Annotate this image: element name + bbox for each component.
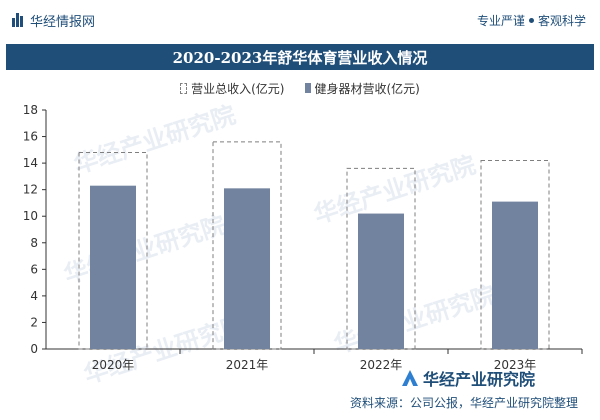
legend-item-fitness-revenue: 健身器材营收(亿元) bbox=[304, 80, 420, 97]
y-tick-label: 12 bbox=[23, 183, 38, 197]
bar-fitness-revenue bbox=[224, 188, 270, 349]
bar-fitness-revenue bbox=[358, 213, 404, 349]
bar-chart-logo-icon bbox=[12, 13, 24, 27]
legend-swatch-solid bbox=[304, 83, 311, 93]
chart-title: 2020-2023年舒华体育营业收入情况 bbox=[6, 44, 594, 70]
y-tick-label: 18 bbox=[23, 103, 38, 117]
y-tick-label: 0 bbox=[30, 342, 38, 356]
x-tick-label: 2021年 bbox=[226, 358, 269, 372]
header-bar: 华经情报网 专业严谨 客观科学 bbox=[0, 0, 600, 40]
y-tick-label: 4 bbox=[30, 289, 38, 303]
x-tick-label: 2020年 bbox=[92, 358, 135, 372]
footer-logo-text: 华经产业研究院 bbox=[423, 370, 536, 389]
footer-logo: 华经产业研究院 bbox=[402, 366, 535, 390]
bar-total-revenue bbox=[78, 151, 148, 350]
tagline-text-1: 专业严谨 bbox=[476, 13, 525, 28]
y-tick-label: 10 bbox=[23, 209, 38, 223]
legend-label-fitness-revenue: 健身器材营收(亿元) bbox=[314, 81, 420, 96]
bullet-dot-icon bbox=[528, 17, 534, 23]
legend-label-total-revenue: 营业总收入(亿元) bbox=[191, 81, 285, 96]
legend-item-total-revenue: 营业总收入(亿元) bbox=[180, 80, 285, 97]
legend-swatch-dashed bbox=[180, 82, 188, 94]
x-tick-label: 2023年 bbox=[494, 358, 537, 372]
y-tick-label: 8 bbox=[30, 236, 38, 250]
brand-name: 华经情报网 bbox=[30, 14, 96, 30]
brand: 华经情报网 bbox=[12, 11, 95, 30]
chart-legend: 营业总收入(亿元) 健身器材营收(亿元) bbox=[0, 78, 600, 98]
brand-mark-icon bbox=[402, 370, 418, 386]
bar-fitness-revenue bbox=[90, 185, 136, 349]
y-tick-label: 2 bbox=[30, 315, 38, 329]
bar-fitness-revenue bbox=[492, 201, 538, 349]
tagline: 专业严谨 客观科学 bbox=[477, 12, 586, 29]
x-tick-label: 2022年 bbox=[360, 358, 403, 372]
source-note: 资料来源：公司公报，华经产业研究院整理 bbox=[349, 396, 578, 410]
tagline-text-2: 客观科学 bbox=[537, 13, 586, 28]
y-tick-label: 14 bbox=[23, 156, 38, 170]
y-tick-label: 6 bbox=[30, 262, 38, 276]
y-tick-label: 16 bbox=[23, 130, 38, 144]
